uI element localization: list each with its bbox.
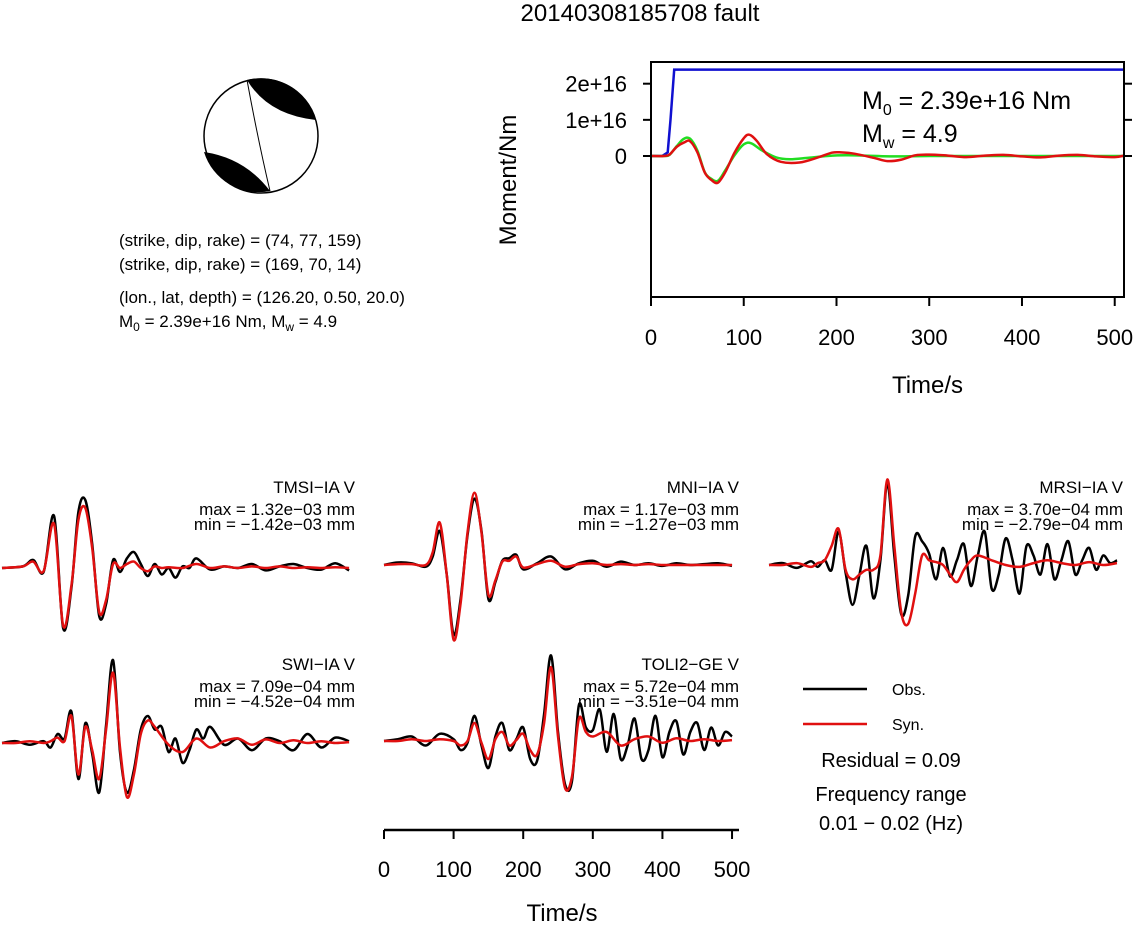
moment-xtick-label: 500 — [1096, 325, 1133, 350]
waveform-xtick-label: 100 — [435, 857, 472, 882]
moment-xtick-label: 400 — [1004, 325, 1041, 350]
moment-mw-label: Mw = 4.9 — [862, 120, 958, 152]
moment-plot-frame — [650, 61, 1125, 298]
waveform-xtick-label: 500 — [714, 857, 751, 882]
station-label: TOLI2−GE V — [642, 655, 740, 674]
figure-title: 20140308185708 fault — [521, 0, 760, 27]
moment-series-1 — [651, 136, 1124, 183]
location-line: (lon., lat, depth) = (126.20, 0.50, 20.0… — [119, 288, 405, 307]
synthetic-trace — [1, 671, 350, 800]
mechanism-info: (strike, dip, rake) = (74, 77, 159) (str… — [119, 231, 405, 334]
max-amplitude-label: max = 1.32e−03 mm — [199, 500, 355, 519]
frequency-label: Frequency range — [815, 784, 966, 806]
synthetic-trace — [768, 478, 1118, 627]
moment-series-2 — [651, 133, 1124, 185]
moment-ylabel: Moment/Nm — [495, 115, 522, 246]
waveform-xtick-label: 300 — [574, 857, 611, 882]
mechanism-line-2: (strike, dip, rake) = (169, 70, 14) — [119, 255, 361, 274]
moment-xtick-label: 0 — [645, 325, 657, 350]
min-amplitude-label: min = −4.52e−04 mm — [194, 692, 355, 711]
waveform-xlabel: Time/s — [526, 900, 597, 926]
moment-annotation: M0 = 2.39e+16 Nm Mw = 4.9 — [862, 87, 1071, 152]
station-label: SWI−IA V — [282, 655, 356, 674]
moment-xtick-label: 300 — [911, 325, 948, 350]
min-amplitude-label: min = −3.51e−04 mm — [578, 692, 739, 711]
max-amplitude-label: max = 5.72e−04 mm — [583, 677, 739, 696]
min-amplitude-label: min = −1.42e−03 mm — [194, 515, 355, 534]
waveform-xtick-label: 0 — [378, 857, 390, 882]
moment-ytick-label: 2e+16 — [565, 72, 627, 97]
synthetic-trace — [383, 491, 732, 642]
station-label: MRSI−IA V — [1039, 478, 1123, 497]
moment-xlabel: Time/s — [892, 372, 963, 399]
waveform-xtick-label: 200 — [505, 857, 542, 882]
synthetic-trace — [1, 504, 350, 629]
min-amplitude-label: min = −1.27e−03 mm — [578, 515, 739, 534]
moment-plot: 0 1e+16 2e+16 0 100 200 300 400 500 Time/s Moment/… — [495, 61, 1133, 399]
min-amplitude-label: min = −2.79e−04 mm — [962, 515, 1123, 534]
moment-ytick-label: 1e+16 — [565, 108, 627, 133]
max-amplitude-label: max = 1.17e−03 mm — [583, 500, 739, 519]
moment-ytick-label: 0 — [615, 144, 627, 169]
legend-syn-label: Syn. — [892, 717, 924, 734]
residual-text: Residual = 0.09 — [821, 750, 961, 772]
legend-obs-label: Obs. — [892, 682, 926, 699]
moment-xtick-label: 200 — [818, 325, 855, 350]
station-label: MNI−IA V — [667, 478, 740, 497]
max-amplitude-label: max = 7.09e−04 mm — [199, 677, 355, 696]
station-label: TMSI−IA V — [273, 478, 355, 497]
focal-mechanism-beachball — [203, 78, 319, 194]
synthetic-trace — [383, 665, 733, 792]
max-amplitude-label: max = 3.70e−04 mm — [967, 500, 1123, 519]
mechanism-line-1: (strike, dip, rake) = (74, 77, 159) — [119, 231, 361, 250]
moment-summary-line: M0 = 2.39e+16 Nm, Mw = 4.9 — [119, 312, 337, 334]
moment-m0-label: M0 = 2.39e+16 Nm — [862, 87, 1071, 119]
waveform-xtick-label: 400 — [644, 857, 681, 882]
moment-xtick-label: 100 — [725, 325, 762, 350]
legend: Obs. Syn. — [803, 682, 926, 734]
frequency-value: 0.01 − 0.02 (Hz) — [819, 813, 963, 835]
waveform-time-axis: 0 100 200 300 400 500 Time/s — [378, 828, 751, 926]
